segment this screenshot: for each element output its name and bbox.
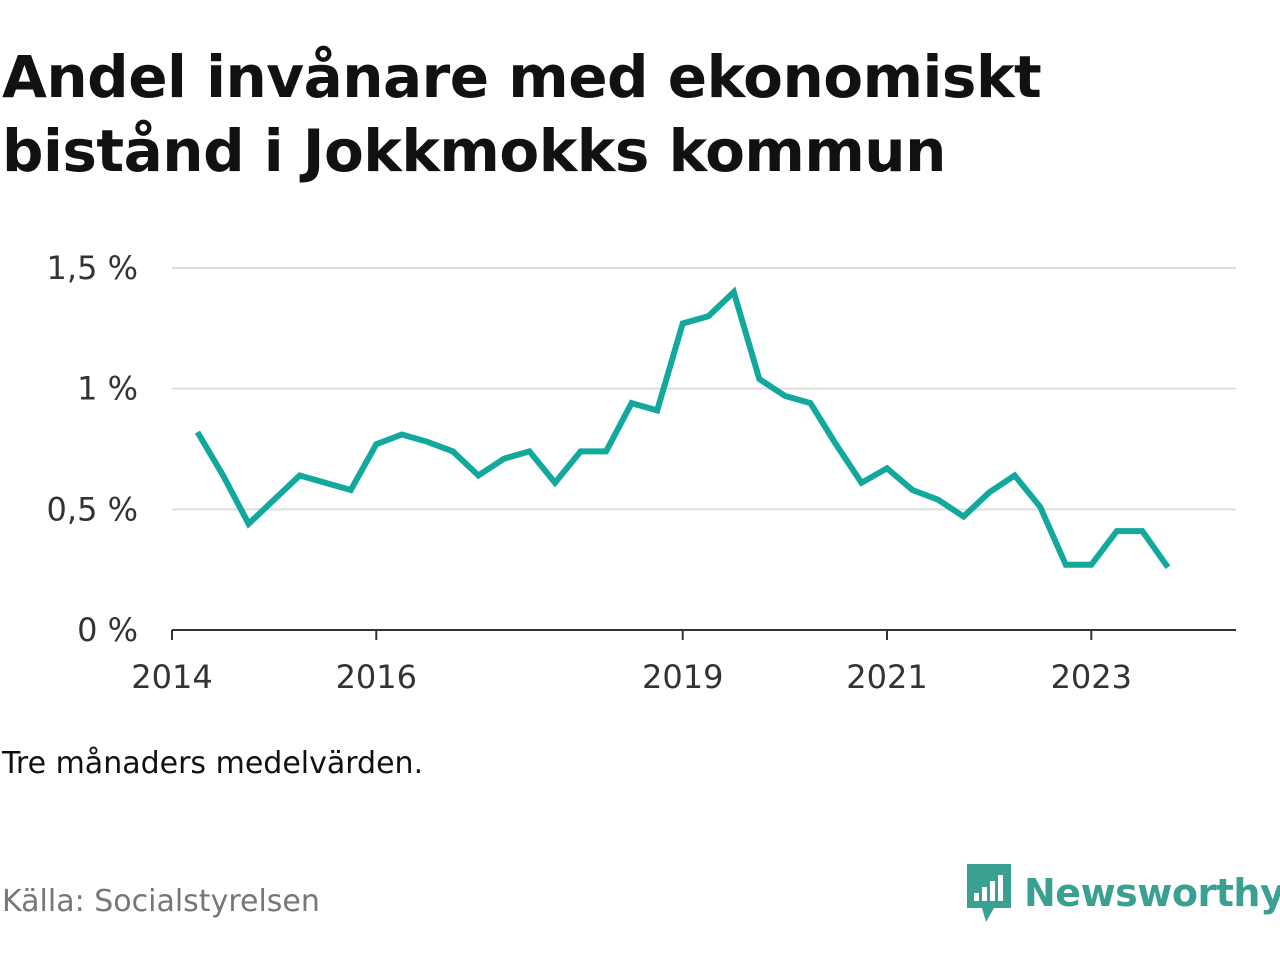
x-tick-label: 2021	[846, 658, 927, 696]
x-axis-ticks: 2014 2016 2019 2021 2023	[131, 630, 1132, 696]
y-tick-label: 1 %	[77, 370, 138, 408]
chart-note: Tre månaders medelvärden.	[2, 746, 424, 781]
y-tick-label: 0 %	[77, 611, 138, 649]
y-tick-label: 1,5 %	[47, 249, 138, 287]
x-tick-label: 2014	[131, 658, 212, 696]
line-chart: 0 % 0,5 % 1 % 1,5 % 2014 2016 2019 2021 2023	[47, 249, 1236, 696]
series-group	[194, 286, 1171, 570]
y-tick-label: 0,5 %	[47, 490, 138, 528]
x-tick-label: 2016	[336, 658, 417, 696]
gridlines	[172, 267, 1236, 511]
brand-logo: Newsworthy	[964, 862, 1280, 924]
series-line	[194, 286, 1171, 570]
x-tick-label: 2019	[642, 658, 723, 696]
brand-name: Newsworthy	[1024, 871, 1280, 915]
source-credit: Källa: Socialstyrelsen	[2, 884, 320, 919]
y-axis-tick-labels: 0 % 0,5 % 1 % 1,5 %	[47, 249, 138, 649]
x-tick-label: 2023	[1051, 658, 1132, 696]
newsworthy-logo-icon	[967, 864, 1011, 922]
chart-title: Andel invånare med ekonomiskt bistånd i …	[2, 43, 1042, 185]
